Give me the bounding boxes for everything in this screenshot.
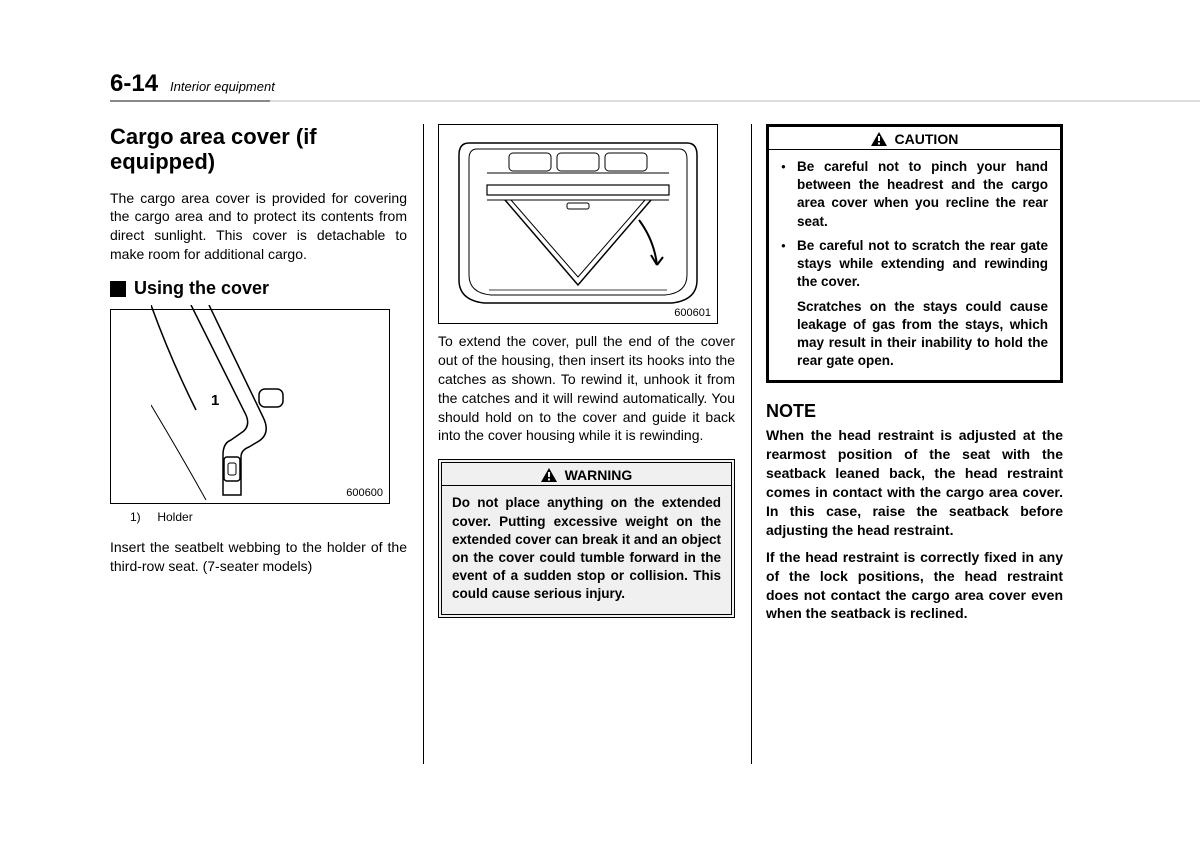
caption-number: 1) (130, 510, 154, 524)
page-number: 6-14 (110, 70, 158, 98)
caution-title: CAUTION (895, 131, 959, 147)
caution-triangle-icon (871, 132, 887, 146)
seatbelt-illustration (151, 305, 361, 505)
manual-page: 6-14 Interior equipment Cargo area cover… (0, 0, 1200, 863)
column-divider (423, 124, 424, 764)
caution-header: CAUTION (769, 127, 1060, 150)
figure-cargo-area: 600601 (438, 124, 718, 324)
note-heading: NOTE (766, 401, 1063, 422)
caution-subtext: Scratches on the stays could cause leaka… (781, 298, 1048, 371)
insert-instruction: Insert the seatbelt webbing to the holde… (110, 538, 407, 576)
note-paragraph-1: When the head restraint is adjusted at t… (766, 426, 1063, 539)
warning-header: WARNING (442, 463, 731, 486)
square-marker-icon (110, 281, 126, 297)
warning-title: WARNING (565, 467, 633, 483)
cargo-area-illustration (439, 125, 717, 323)
figure-callout-1: 1 (211, 392, 219, 409)
subheading-text: Using the cover (134, 278, 269, 299)
caution-item-2: Be careful not to scratch the rear gate … (781, 237, 1048, 292)
figure-caption: 1) Holder (130, 510, 407, 524)
caption-text: Holder (157, 510, 192, 524)
warning-triangle-icon (541, 468, 557, 482)
content-columns: Cargo area cover (if equipped) The cargo… (110, 124, 1150, 764)
caution-item-1: Be careful not to pinch your hand betwee… (781, 158, 1048, 231)
caution-box: CAUTION Be careful not to pinch your han… (766, 124, 1063, 383)
figure-seatbelt-holder: 1 600600 (110, 309, 390, 504)
column-3: CAUTION Be careful not to pinch your han… (766, 124, 1079, 764)
warning-body: Do not place anything on the extended co… (442, 486, 731, 613)
subheading-using-cover: Using the cover (110, 278, 407, 299)
intro-paragraph: The cargo area cover is provided for cov… (110, 189, 407, 265)
figure-number: 600601 (674, 307, 711, 319)
section-name: Interior equipment (170, 79, 275, 94)
column-1: Cargo area cover (if equipped) The cargo… (110, 124, 423, 764)
page-header: 6-14 Interior equipment (110, 70, 1150, 98)
caution-body: Be careful not to pinch your hand betwee… (769, 150, 1060, 380)
warning-box: WARNING Do not place anything on the ext… (438, 459, 735, 617)
column-2: 600601 To extend the cover, pull the end… (438, 124, 751, 764)
note-paragraph-2: If the head restraint is correctly fixed… (766, 548, 1063, 624)
figure-number: 600600 (346, 487, 383, 499)
heading-cargo-cover: Cargo area cover (if equipped) (110, 124, 407, 175)
extend-instruction: To extend the cover, pull the end of the… (438, 332, 735, 445)
column-divider (751, 124, 752, 764)
